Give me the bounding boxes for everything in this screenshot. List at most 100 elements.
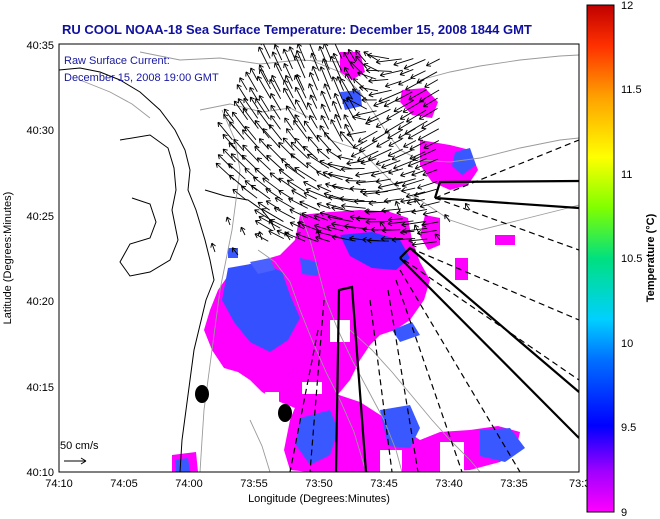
colorbar-label: Temperature (°C)	[645, 213, 657, 302]
current-vector	[269, 79, 282, 100]
current-vector	[231, 111, 246, 130]
current-vector	[258, 64, 269, 83]
x-axis: 74:10 74:05 74:00 73:55 73:50 73:45 73:4…	[45, 478, 590, 505]
current-vector	[375, 58, 402, 65]
current-vector	[271, 74, 281, 92]
current-vector	[285, 128, 296, 140]
current-vector	[274, 197, 295, 210]
x-tick-label: 73:55	[240, 478, 268, 490]
current-vector	[350, 149, 366, 158]
current-vector	[294, 55, 306, 79]
current-vector	[399, 110, 414, 120]
current-vector	[315, 228, 322, 239]
current-vector	[355, 215, 377, 222]
current-vector	[313, 213, 329, 221]
current-vector	[284, 163, 306, 179]
current-vector	[265, 200, 281, 211]
current-vector	[394, 200, 401, 213]
current-vector	[421, 221, 439, 228]
current-vector	[387, 216, 403, 223]
current-vector	[307, 136, 319, 149]
current-vector	[355, 170, 380, 178]
current-vector	[321, 58, 332, 80]
current-vector	[424, 79, 439, 88]
current-vector	[398, 128, 416, 139]
current-vector	[283, 62, 293, 82]
current-vector	[367, 52, 390, 60]
current-vector	[242, 107, 259, 129]
current-vector	[310, 52, 320, 71]
current-vector	[387, 220, 414, 227]
current-vector	[298, 220, 306, 229]
x-tick-label: 74:05	[110, 478, 138, 490]
y-axis-label: Latitude (Degrees:Minutes)	[2, 192, 14, 325]
current-vector	[286, 179, 305, 192]
current-vector	[284, 117, 294, 131]
current-vector	[422, 210, 438, 217]
current-vector	[411, 208, 428, 215]
current-vector	[261, 208, 284, 222]
current-vector	[368, 77, 389, 84]
current-vector	[222, 148, 236, 163]
current-vector	[384, 80, 402, 89]
current-vector	[332, 44, 343, 59]
current-vector	[294, 114, 307, 133]
current-vector	[295, 232, 319, 243]
current-vector	[256, 157, 271, 171]
x-tick-label: 73:45	[370, 478, 398, 490]
current-vector	[232, 188, 247, 201]
current-vector	[464, 202, 471, 211]
current-vector	[337, 154, 354, 161]
current-vector	[323, 83, 332, 100]
y-tick-label: 40:15	[26, 382, 54, 394]
current-vector	[262, 177, 281, 192]
colorbar-tick: 9.5	[621, 422, 636, 434]
current-vector	[365, 209, 390, 215]
current-vector	[320, 114, 329, 130]
current-vector	[349, 61, 368, 79]
sst-gaps	[265, 320, 464, 472]
current-vector	[319, 66, 331, 90]
current-vector	[258, 138, 270, 150]
current-vector	[258, 95, 270, 112]
current-vector	[325, 182, 344, 191]
y-tick-label: 40:35	[26, 40, 54, 52]
current-vector	[289, 208, 309, 219]
current-vector	[414, 197, 421, 206]
current-vector	[302, 145, 319, 160]
current-vector	[243, 97, 259, 119]
current-vector	[376, 139, 391, 148]
current-vector	[270, 104, 281, 120]
colorbar-tick: 10	[621, 338, 633, 350]
current-vector	[269, 172, 282, 183]
current-vector	[301, 211, 320, 222]
current-vector	[381, 207, 401, 214]
current-vector	[373, 99, 390, 108]
current-vector	[425, 58, 440, 67]
current-vector	[331, 100, 342, 121]
figure-title: RU COOL NOAA-18 Sea Surface Temperature:…	[62, 22, 532, 37]
current-vector	[379, 221, 386, 229]
current-label: Raw Surface Current:	[64, 55, 170, 67]
colorbar-tick: 11.5	[621, 84, 642, 96]
current-vector	[381, 227, 401, 234]
current-vector	[383, 97, 401, 108]
current-vector	[255, 98, 270, 120]
current-vector	[271, 51, 283, 72]
colorbar-tick: 11	[621, 169, 632, 181]
current-vector	[352, 139, 368, 149]
current-vector	[299, 200, 320, 211]
current-vector	[270, 115, 281, 130]
current-vector	[249, 96, 259, 110]
y-tick-label: 40:25	[26, 211, 54, 223]
current-vector	[293, 120, 308, 139]
current-vector	[379, 69, 403, 78]
current-vector	[370, 170, 391, 178]
current-vector	[401, 187, 416, 194]
current-vector	[423, 140, 440, 150]
current-vector	[283, 79, 294, 99]
current-vector	[417, 128, 439, 141]
current-vector	[294, 99, 307, 119]
current-vector	[303, 120, 320, 142]
current-vector	[313, 223, 332, 232]
